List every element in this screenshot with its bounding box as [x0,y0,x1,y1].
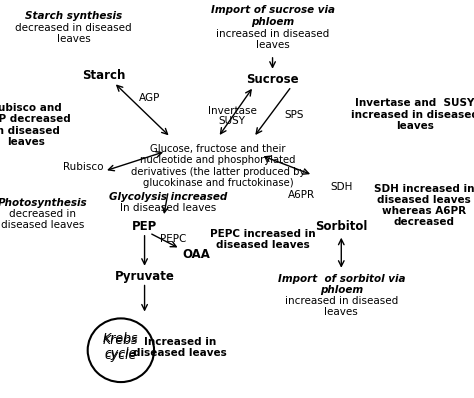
Text: derivatives (the latter produced by: derivatives (the latter produced by [131,166,305,177]
Text: increased in diseased: increased in diseased [285,296,398,306]
Text: Pyruvate: Pyruvate [115,270,174,283]
Text: diseased leaves: diseased leaves [1,220,84,230]
Text: AGP: AGP [138,92,160,103]
Text: Starch: Starch [82,69,126,82]
Text: Invertase and  SUSY: Invertase and SUSY [355,98,474,109]
Text: Krebs
cycle: Krebs cycle [103,334,138,362]
Text: Sucrose: Sucrose [246,73,299,86]
Text: SDH: SDH [330,182,353,192]
Text: increased in diseased: increased in diseased [216,29,329,39]
Text: diseased leaves: diseased leaves [377,195,471,205]
Text: Increased in: Increased in [144,337,216,347]
Text: diseased leaves: diseased leaves [133,348,227,359]
Text: nucleotide and phosphorylated: nucleotide and phosphorylated [140,155,296,166]
Text: PEP: PEP [132,220,157,233]
Text: Photosynthesis: Photosynthesis [0,198,88,208]
Text: OAA: OAA [183,248,210,261]
Text: Rubisco and: Rubisco and [0,103,62,113]
Text: leaves: leaves [324,307,358,317]
Text: phloem: phloem [251,17,294,27]
Text: Krebs
cycle: Krebs cycle [103,332,138,360]
Text: decreased in: decreased in [9,209,76,219]
Text: A6PR: A6PR [287,190,315,200]
Text: PEPC increased in: PEPC increased in [210,228,316,239]
Text: decreased: decreased [394,217,455,228]
Text: leaves: leaves [56,34,91,44]
Text: phloem: phloem [320,285,363,295]
Text: Sorbitol: Sorbitol [315,220,367,233]
Text: Starch synthesis: Starch synthesis [25,11,122,21]
Text: diseased leaves: diseased leaves [216,240,310,250]
Text: whereas A6PR: whereas A6PR [382,206,466,217]
Text: Glycolysis increased: Glycolysis increased [109,192,228,202]
Text: Rubisco: Rubisco [63,162,103,172]
Text: Import  of sorbitol via: Import of sorbitol via [278,273,405,284]
Text: Glucose, fructose and their: Glucose, fructose and their [150,144,286,154]
Text: PEPC: PEPC [160,234,186,244]
Text: In diseased leaves: In diseased leaves [120,203,217,213]
Text: SPS: SPS [284,110,304,121]
Text: AGP decreased: AGP decreased [0,114,71,125]
Text: leaves: leaves [255,39,290,50]
Text: in diseased: in diseased [0,125,60,136]
Text: leaves: leaves [396,121,434,131]
Text: SUSY: SUSY [219,116,246,127]
Text: decreased in diseased: decreased in diseased [15,23,132,33]
Text: Invertase: Invertase [208,106,257,117]
Text: SDH increased in: SDH increased in [374,184,474,194]
Text: glucokinase and fructokinase): glucokinase and fructokinase) [143,178,293,188]
Text: increased in diseased: increased in diseased [351,109,474,120]
Text: leaves: leaves [7,137,45,147]
Text: Import of sucrose via: Import of sucrose via [210,5,335,15]
